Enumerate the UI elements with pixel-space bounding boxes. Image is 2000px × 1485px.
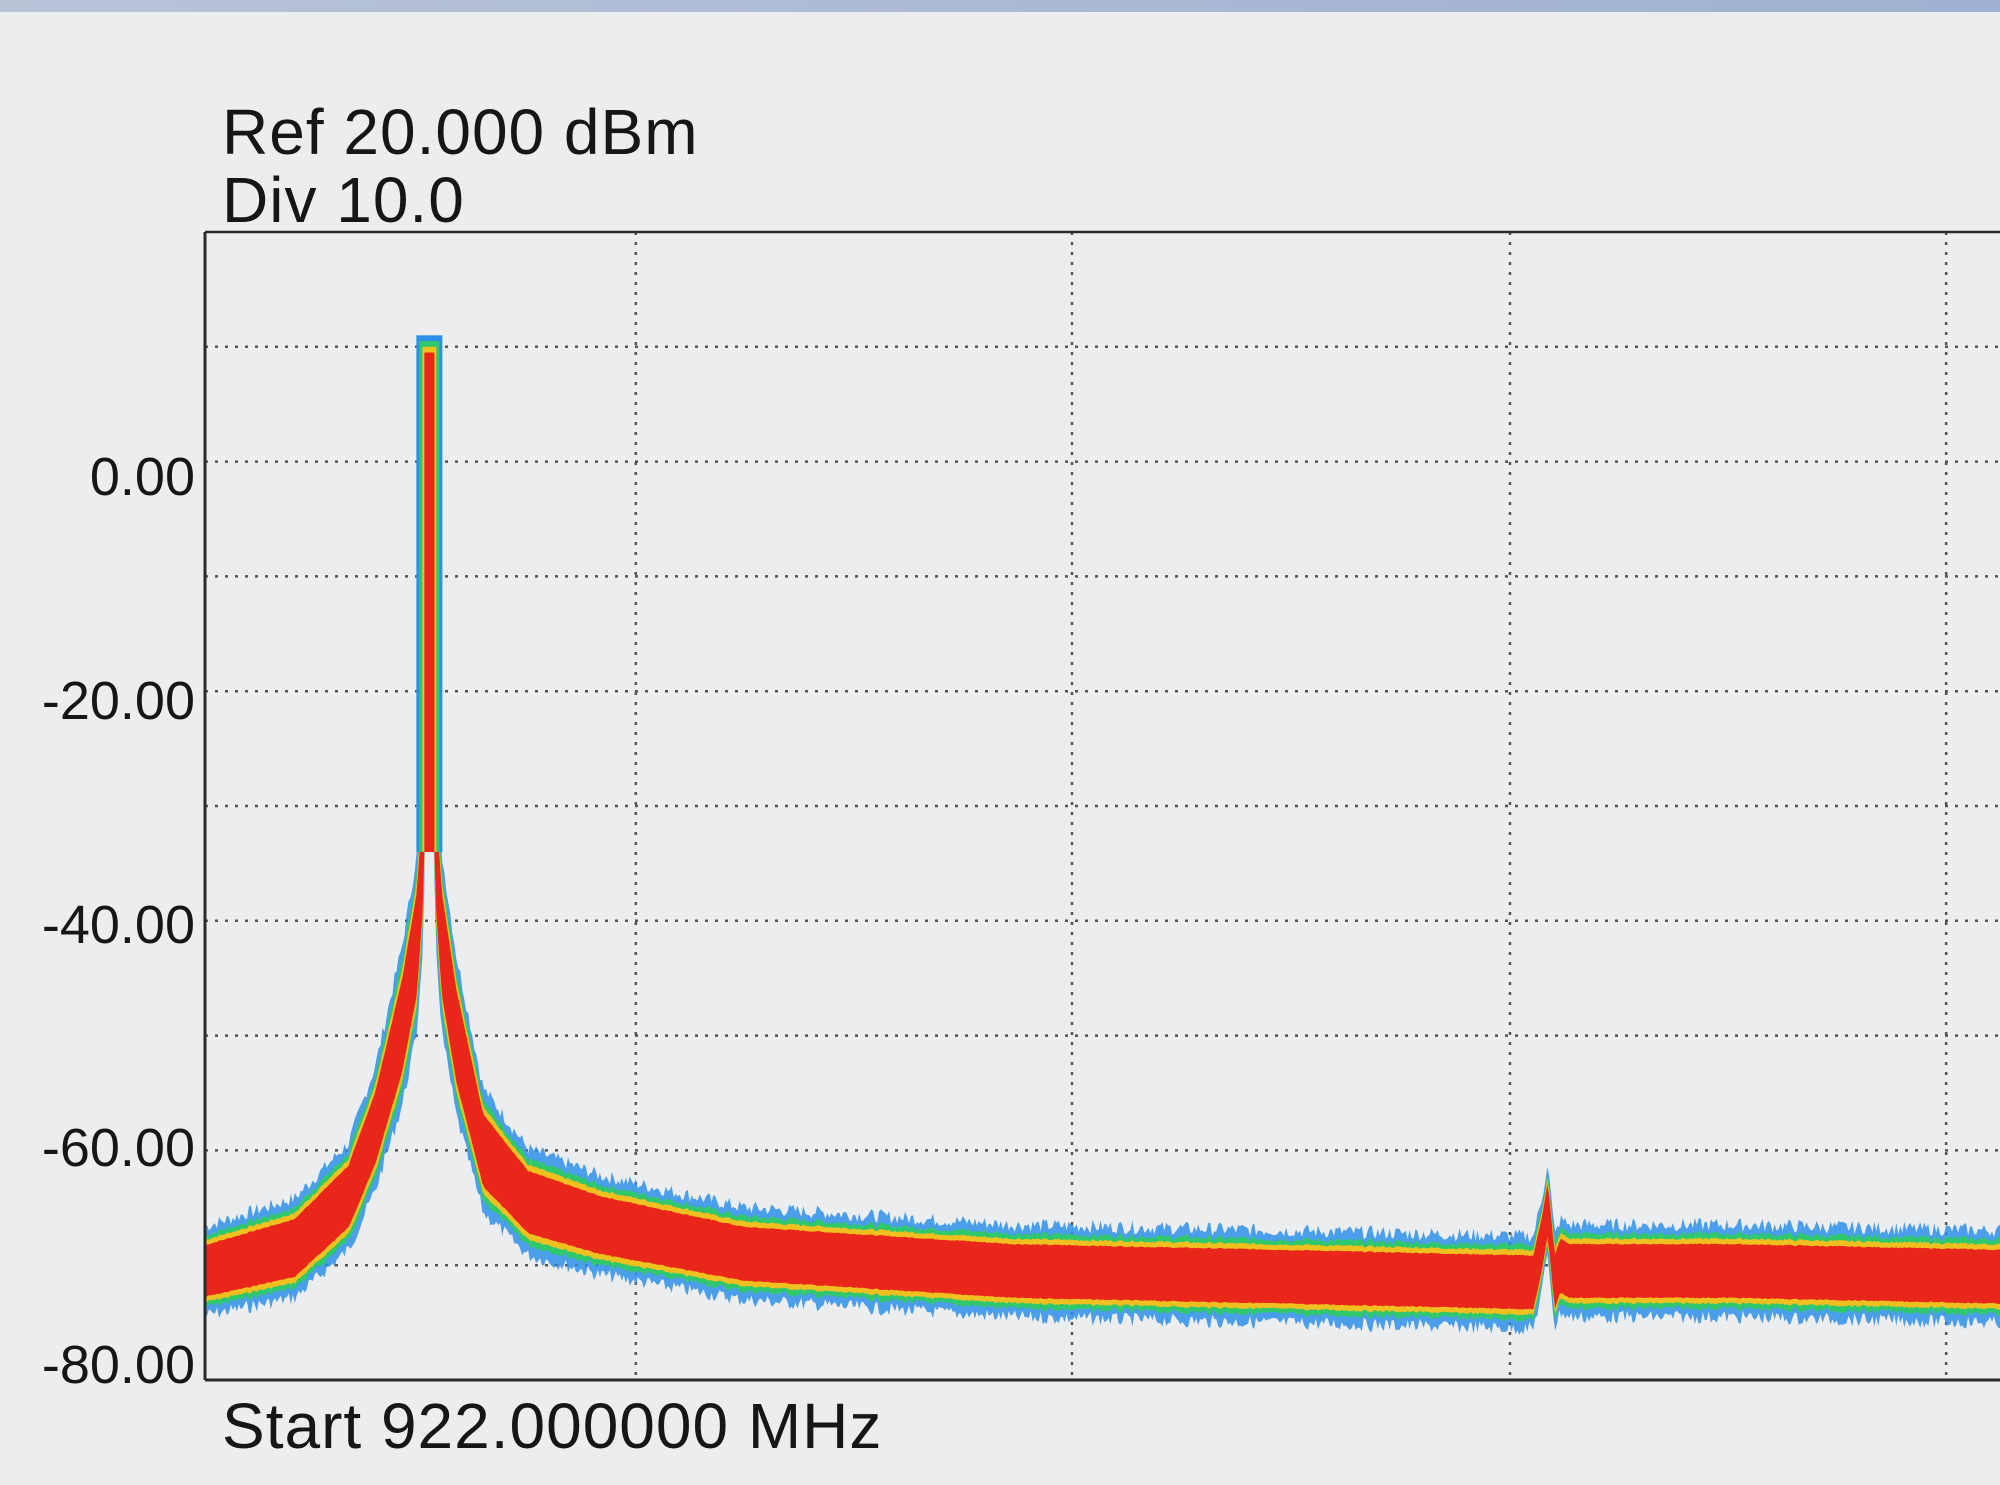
carrier-spike-core [424,352,435,852]
reference-level-label: Ref 20.000 dBm [222,96,699,168]
y-tick-label-0: 0.00 [89,447,195,507]
trace-band-green [205,405,2000,1323]
plot-frame [203,230,2000,1382]
plot-grid [205,232,2000,1380]
window-top-edge [0,0,2000,12]
y-tick-label-minus60: -60.00 [41,1118,195,1178]
trace-band-outer [205,402,2000,1335]
y-tick-label-minus40: -40.00 [41,895,195,955]
start-frequency-label: Start 922.000000 MHz [222,1390,883,1462]
trace-band-yellow [205,408,2000,1316]
y-tick-label-minus80: -80.00 [41,1335,195,1395]
spectrum-trace [205,335,2000,1335]
scale-division-label: Div 10.0 [222,164,465,236]
y-tick-label-minus20: -20.00 [41,671,195,731]
